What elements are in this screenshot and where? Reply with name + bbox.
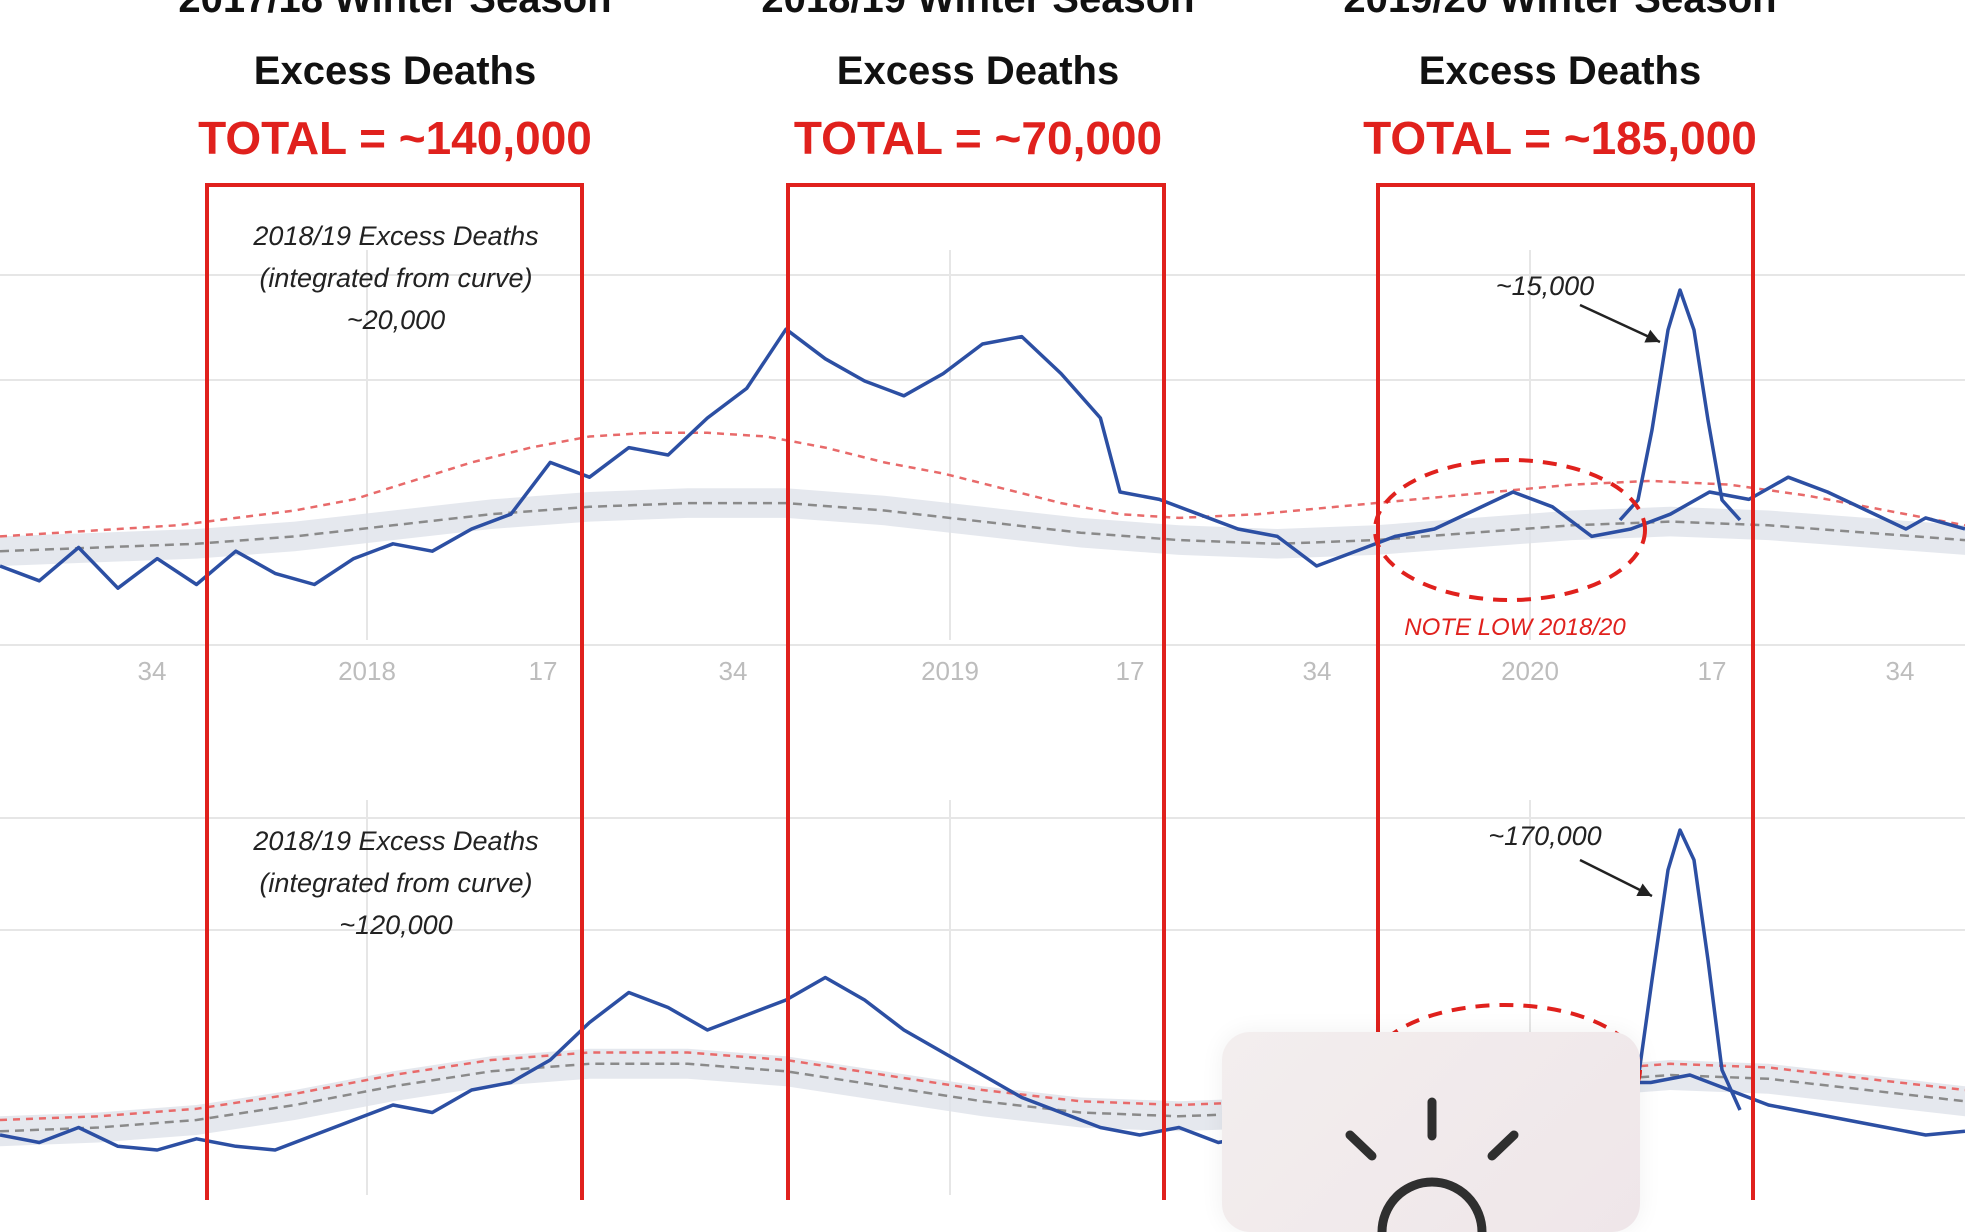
overlay-card	[1222, 1032, 1640, 1232]
series-threshold-line	[0, 1051, 1965, 1122]
peak-arrow-1	[1579, 303, 1661, 344]
peak-spike-bottom	[1620, 828, 1742, 1111]
peak-spike-top	[1618, 288, 1742, 522]
season-total: TOTAL = ~185,000	[1363, 112, 1757, 164]
annotation-line: ~120,000	[339, 910, 452, 940]
annotation-top-box-note: 2018/19 Excess Deaths (integrated from cu…	[252, 221, 538, 335]
peak-arrowhead	[1644, 329, 1660, 343]
baseline-band	[0, 1048, 1965, 1147]
x-tick-label: 2020	[1501, 656, 1559, 686]
season-subtitle: Excess Deaths	[1418, 49, 1702, 93]
annotation-bottom-box-note: 2018/19 Excess Deaths (integrated from cu…	[252, 826, 538, 940]
season-title: 2019/20 Winter Season	[1260, 0, 1860, 24]
x-tick-label: 34	[719, 656, 748, 686]
annotation-line: 2018/19 Excess Deaths	[252, 826, 538, 856]
low-period-ellipse-top	[1373, 458, 1647, 602]
baseline-band	[0, 488, 1965, 566]
x-tick-label: 2018	[338, 656, 396, 686]
annotation-line: ~15,000	[1496, 271, 1594, 301]
season-box-3	[1376, 183, 1755, 1200]
series-threshold-line	[0, 431, 1965, 538]
sun-icon	[1345, 1097, 1519, 1232]
peak-spikes	[1618, 288, 1742, 1111]
x-tick-label: 34	[1303, 656, 1332, 686]
x-tick-label: 34	[138, 656, 167, 686]
season-title: 2018/19 Winter Season	[678, 0, 1278, 24]
x-tick-label: 2019	[921, 656, 979, 686]
annotation-line: NOTE LOW 2018/20	[1404, 614, 1626, 641]
annotation-low-note: NOTE LOW 2018/20	[1404, 614, 1626, 641]
excess-deaths-plot: 34 2018 17 34 2019 17 34 2020 17 34 2018/19 Excess…	[0, 183, 1965, 1200]
annotation-top-peak: ~15,000	[1496, 271, 1594, 301]
x-tick-label: 17	[1116, 656, 1145, 686]
season-subtitle: Excess Deaths	[836, 49, 1120, 93]
annotation-line: ~20,000	[347, 305, 445, 335]
series-observed-line	[0, 327, 1965, 590]
x-tick-label: 17	[529, 656, 558, 686]
annotation-bottom-peak: ~170,000	[1488, 821, 1601, 851]
series-baseline-line	[0, 501, 1965, 553]
season-box-2	[786, 183, 1166, 1200]
annotation-line: 2018/19 Excess Deaths	[252, 221, 538, 251]
season-subtitle: Excess Deaths	[253, 49, 537, 93]
x-tick-label: 34	[1886, 656, 1915, 686]
annotation-line: (integrated from curve)	[259, 868, 532, 898]
season-box-1	[205, 183, 584, 1200]
annotation-line: ~170,000	[1488, 821, 1601, 851]
x-tick-label: 17	[1698, 656, 1727, 686]
season-total: TOTAL = ~70,000	[793, 112, 1163, 164]
annotation-line: (integrated from curve)	[259, 263, 532, 293]
season-total: TOTAL = ~140,000	[198, 112, 592, 164]
peak-arrowhead	[1636, 883, 1652, 896]
panel-1: 34 2018 17 34 2019 17 34 2020 17 34	[0, 250, 1965, 686]
